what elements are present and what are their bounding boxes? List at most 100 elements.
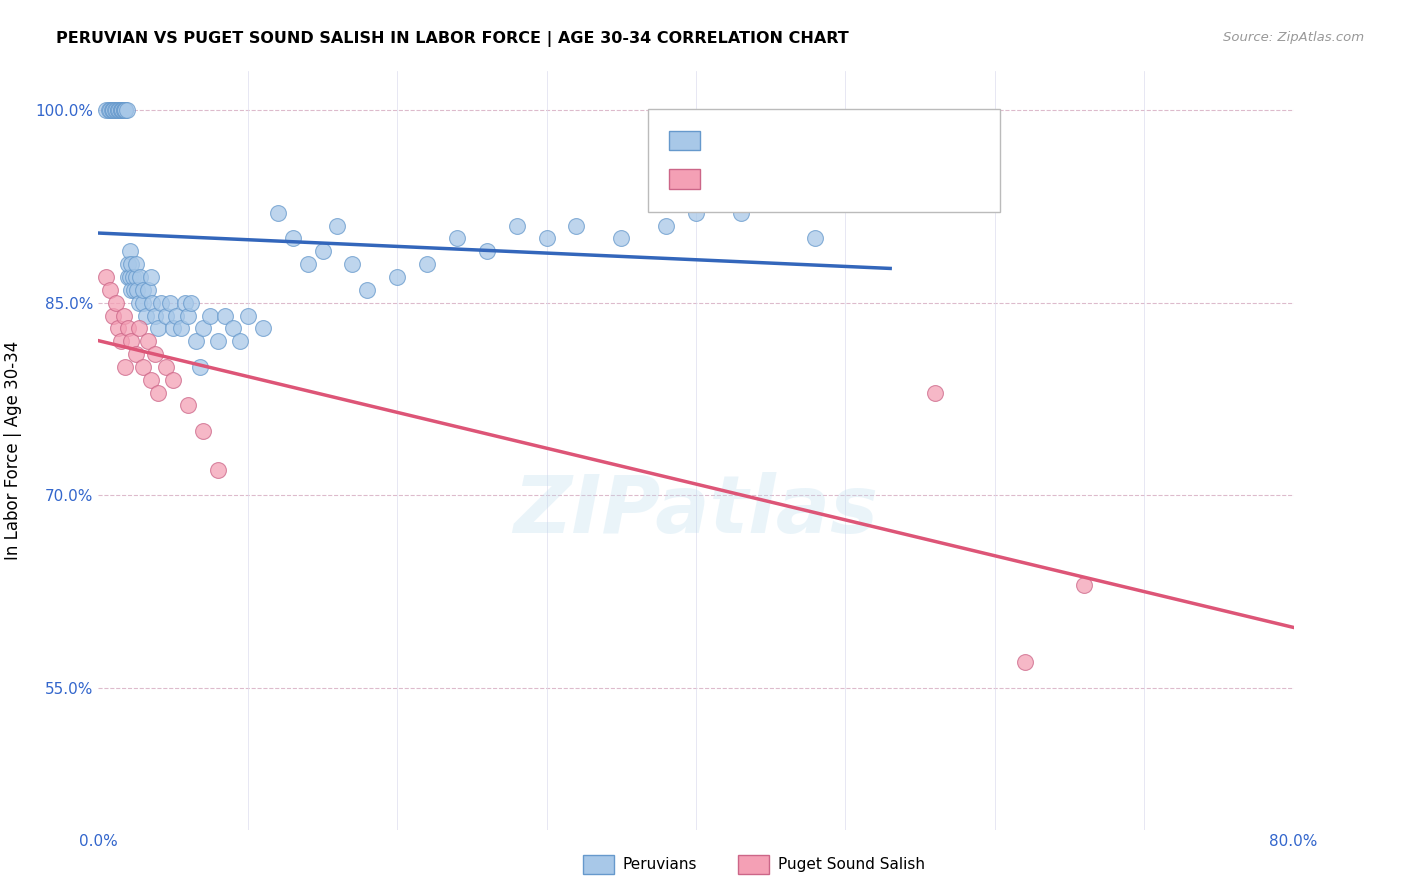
- Point: [475, 244, 498, 259]
- Point: [115, 103, 138, 117]
- Point: [267, 205, 290, 219]
- Point: [200, 309, 222, 323]
- Point: [155, 359, 177, 374]
- Point: [236, 309, 259, 323]
- Point: [188, 359, 211, 374]
- Point: [94, 103, 117, 117]
- Point: [110, 103, 132, 117]
- Text: ZIPatlas: ZIPatlas: [513, 472, 879, 550]
- Point: [655, 219, 678, 233]
- Point: [169, 321, 191, 335]
- Text: -0.283: -0.283: [761, 170, 825, 188]
- Point: [105, 295, 128, 310]
- Point: [110, 334, 132, 349]
- Point: [446, 231, 468, 245]
- Point: [1073, 578, 1095, 592]
- Point: [281, 231, 304, 245]
- Point: [342, 257, 364, 271]
- Point: [111, 103, 134, 117]
- Point: [191, 321, 214, 335]
- Point: [107, 103, 129, 117]
- Point: [132, 295, 155, 310]
- Point: [125, 347, 148, 361]
- Text: PERUVIAN VS PUGET SOUND SALISH IN LABOR FORCE | AGE 30-34 CORRELATION CHART: PERUVIAN VS PUGET SOUND SALISH IN LABOR …: [56, 31, 849, 47]
- Point: [107, 103, 129, 117]
- Point: [685, 205, 707, 219]
- Point: [117, 270, 139, 285]
- Point: [148, 321, 170, 335]
- Point: [506, 219, 529, 233]
- Point: [139, 270, 162, 285]
- Point: [125, 270, 148, 285]
- Point: [112, 103, 135, 117]
- Point: [125, 257, 148, 271]
- Text: R =: R =: [711, 132, 742, 150]
- Point: [143, 309, 166, 323]
- Point: [104, 103, 127, 117]
- Point: [136, 283, 159, 297]
- Text: 80: 80: [884, 132, 910, 150]
- Point: [252, 321, 274, 335]
- Point: [107, 321, 129, 335]
- Point: [120, 334, 142, 349]
- Point: [356, 283, 378, 297]
- Text: 25: 25: [884, 170, 910, 188]
- Point: [297, 257, 319, 271]
- Point: [416, 257, 439, 271]
- Point: [214, 309, 236, 323]
- Point: [128, 295, 150, 310]
- Point: [118, 244, 141, 259]
- Point: [103, 103, 125, 117]
- Point: [127, 283, 149, 297]
- Point: [94, 270, 117, 285]
- Text: Peruvians: Peruvians: [623, 857, 697, 871]
- Point: [128, 321, 150, 335]
- Point: [98, 103, 122, 117]
- Point: [114, 359, 136, 374]
- Point: [139, 373, 162, 387]
- Point: [103, 309, 125, 323]
- Text: 0.317: 0.317: [761, 132, 817, 150]
- Point: [165, 309, 187, 323]
- Point: [177, 309, 200, 323]
- Point: [159, 295, 181, 310]
- Point: [565, 219, 588, 233]
- Point: [191, 424, 214, 438]
- Point: [117, 257, 139, 271]
- Point: [150, 295, 173, 310]
- Point: [97, 103, 120, 117]
- Point: [1014, 656, 1036, 670]
- Point: [112, 103, 135, 117]
- Text: Puget Sound Salish: Puget Sound Salish: [778, 857, 925, 871]
- Point: [804, 231, 827, 245]
- Point: [118, 270, 141, 285]
- Point: [124, 283, 146, 297]
- Point: [111, 103, 134, 117]
- Point: [132, 283, 155, 297]
- Point: [162, 321, 184, 335]
- Point: [110, 103, 132, 117]
- Y-axis label: In Labor Force | Age 30-34: In Labor Force | Age 30-34: [4, 341, 21, 560]
- Point: [177, 399, 200, 413]
- Point: [180, 295, 202, 310]
- Point: [174, 295, 197, 310]
- Point: [98, 283, 122, 297]
- Point: [108, 103, 131, 117]
- Text: Source: ZipAtlas.com: Source: ZipAtlas.com: [1223, 31, 1364, 45]
- Point: [129, 270, 152, 285]
- Point: [101, 103, 124, 117]
- Point: [229, 334, 252, 349]
- Point: [148, 385, 170, 400]
- Point: [610, 231, 633, 245]
- Point: [207, 463, 229, 477]
- Point: [162, 373, 184, 387]
- Point: [114, 103, 136, 117]
- Point: [132, 359, 155, 374]
- Point: [117, 321, 139, 335]
- Point: [120, 283, 142, 297]
- Point: [136, 334, 159, 349]
- Text: R =: R =: [711, 170, 742, 188]
- Point: [207, 334, 229, 349]
- Point: [105, 103, 128, 117]
- Point: [730, 205, 752, 219]
